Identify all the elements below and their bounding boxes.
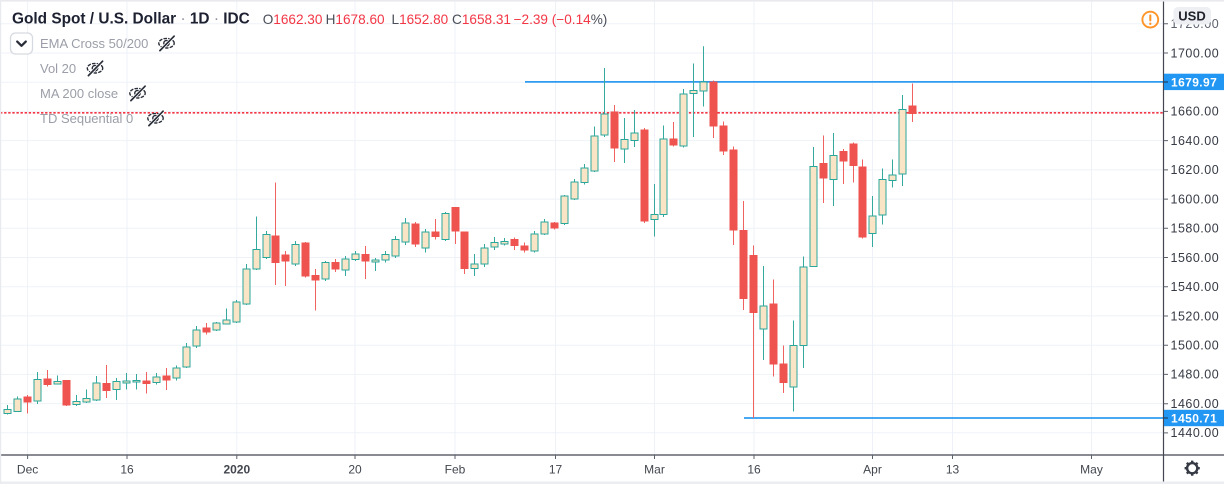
svg-text:Gold Spot / U.S. Dollar · 1D ·: Gold Spot / U.S. Dollar · 1D · IDC [12,11,250,28]
svg-text:1520.00: 1520.00 [1171,309,1220,323]
svg-text:1480.00: 1480.00 [1171,368,1220,382]
svg-text:Feb: Feb [445,463,466,477]
svg-text:H1678.60: H1678.60 [326,12,385,27]
svg-text:1640.00: 1640.00 [1171,134,1220,148]
svg-text:TD Sequential 0: TD Sequential 0 [40,111,133,126]
svg-text:Vol 20: Vol 20 [40,61,76,76]
svg-text:1600.00: 1600.00 [1171,192,1220,206]
svg-text:L1652.80: L1652.80 [392,12,449,27]
svg-text:13: 13 [946,463,960,477]
svg-text:1660.00: 1660.00 [1171,105,1220,119]
svg-text:May: May [1080,463,1103,477]
svg-text:1500.00: 1500.00 [1171,339,1220,353]
svg-text:1540.00: 1540.00 [1171,280,1220,294]
svg-text:MA 200 close: MA 200 close [40,86,118,101]
svg-text:20: 20 [348,463,362,477]
svg-text:O1662.30: O1662.30 [263,12,323,27]
svg-text:17: 17 [549,463,563,477]
svg-text:−2.39 (−0.14%): −2.39 (−0.14%) [514,12,608,27]
svg-text:16: 16 [747,463,761,477]
svg-text:Apr: Apr [863,463,882,477]
svg-text:Dec: Dec [17,463,38,477]
svg-text:EMA Cross 50/200: EMA Cross 50/200 [40,36,148,51]
svg-text:1700.00: 1700.00 [1171,46,1220,60]
svg-text:1679.97: 1679.97 [1171,75,1217,89]
svg-text:2020: 2020 [223,463,250,477]
svg-text:1620.00: 1620.00 [1171,163,1220,177]
svg-text:1580.00: 1580.00 [1171,222,1220,236]
svg-text:USD: USD [1178,9,1205,24]
svg-text:16: 16 [120,463,134,477]
svg-text:C1658.31: C1658.31 [452,12,511,27]
svg-text:1450.71: 1450.71 [1171,412,1217,426]
svg-text:1560.00: 1560.00 [1171,251,1220,265]
svg-text:1460.00: 1460.00 [1171,397,1220,411]
svg-text:1440.00: 1440.00 [1171,426,1220,440]
svg-text:Mar: Mar [644,463,665,477]
